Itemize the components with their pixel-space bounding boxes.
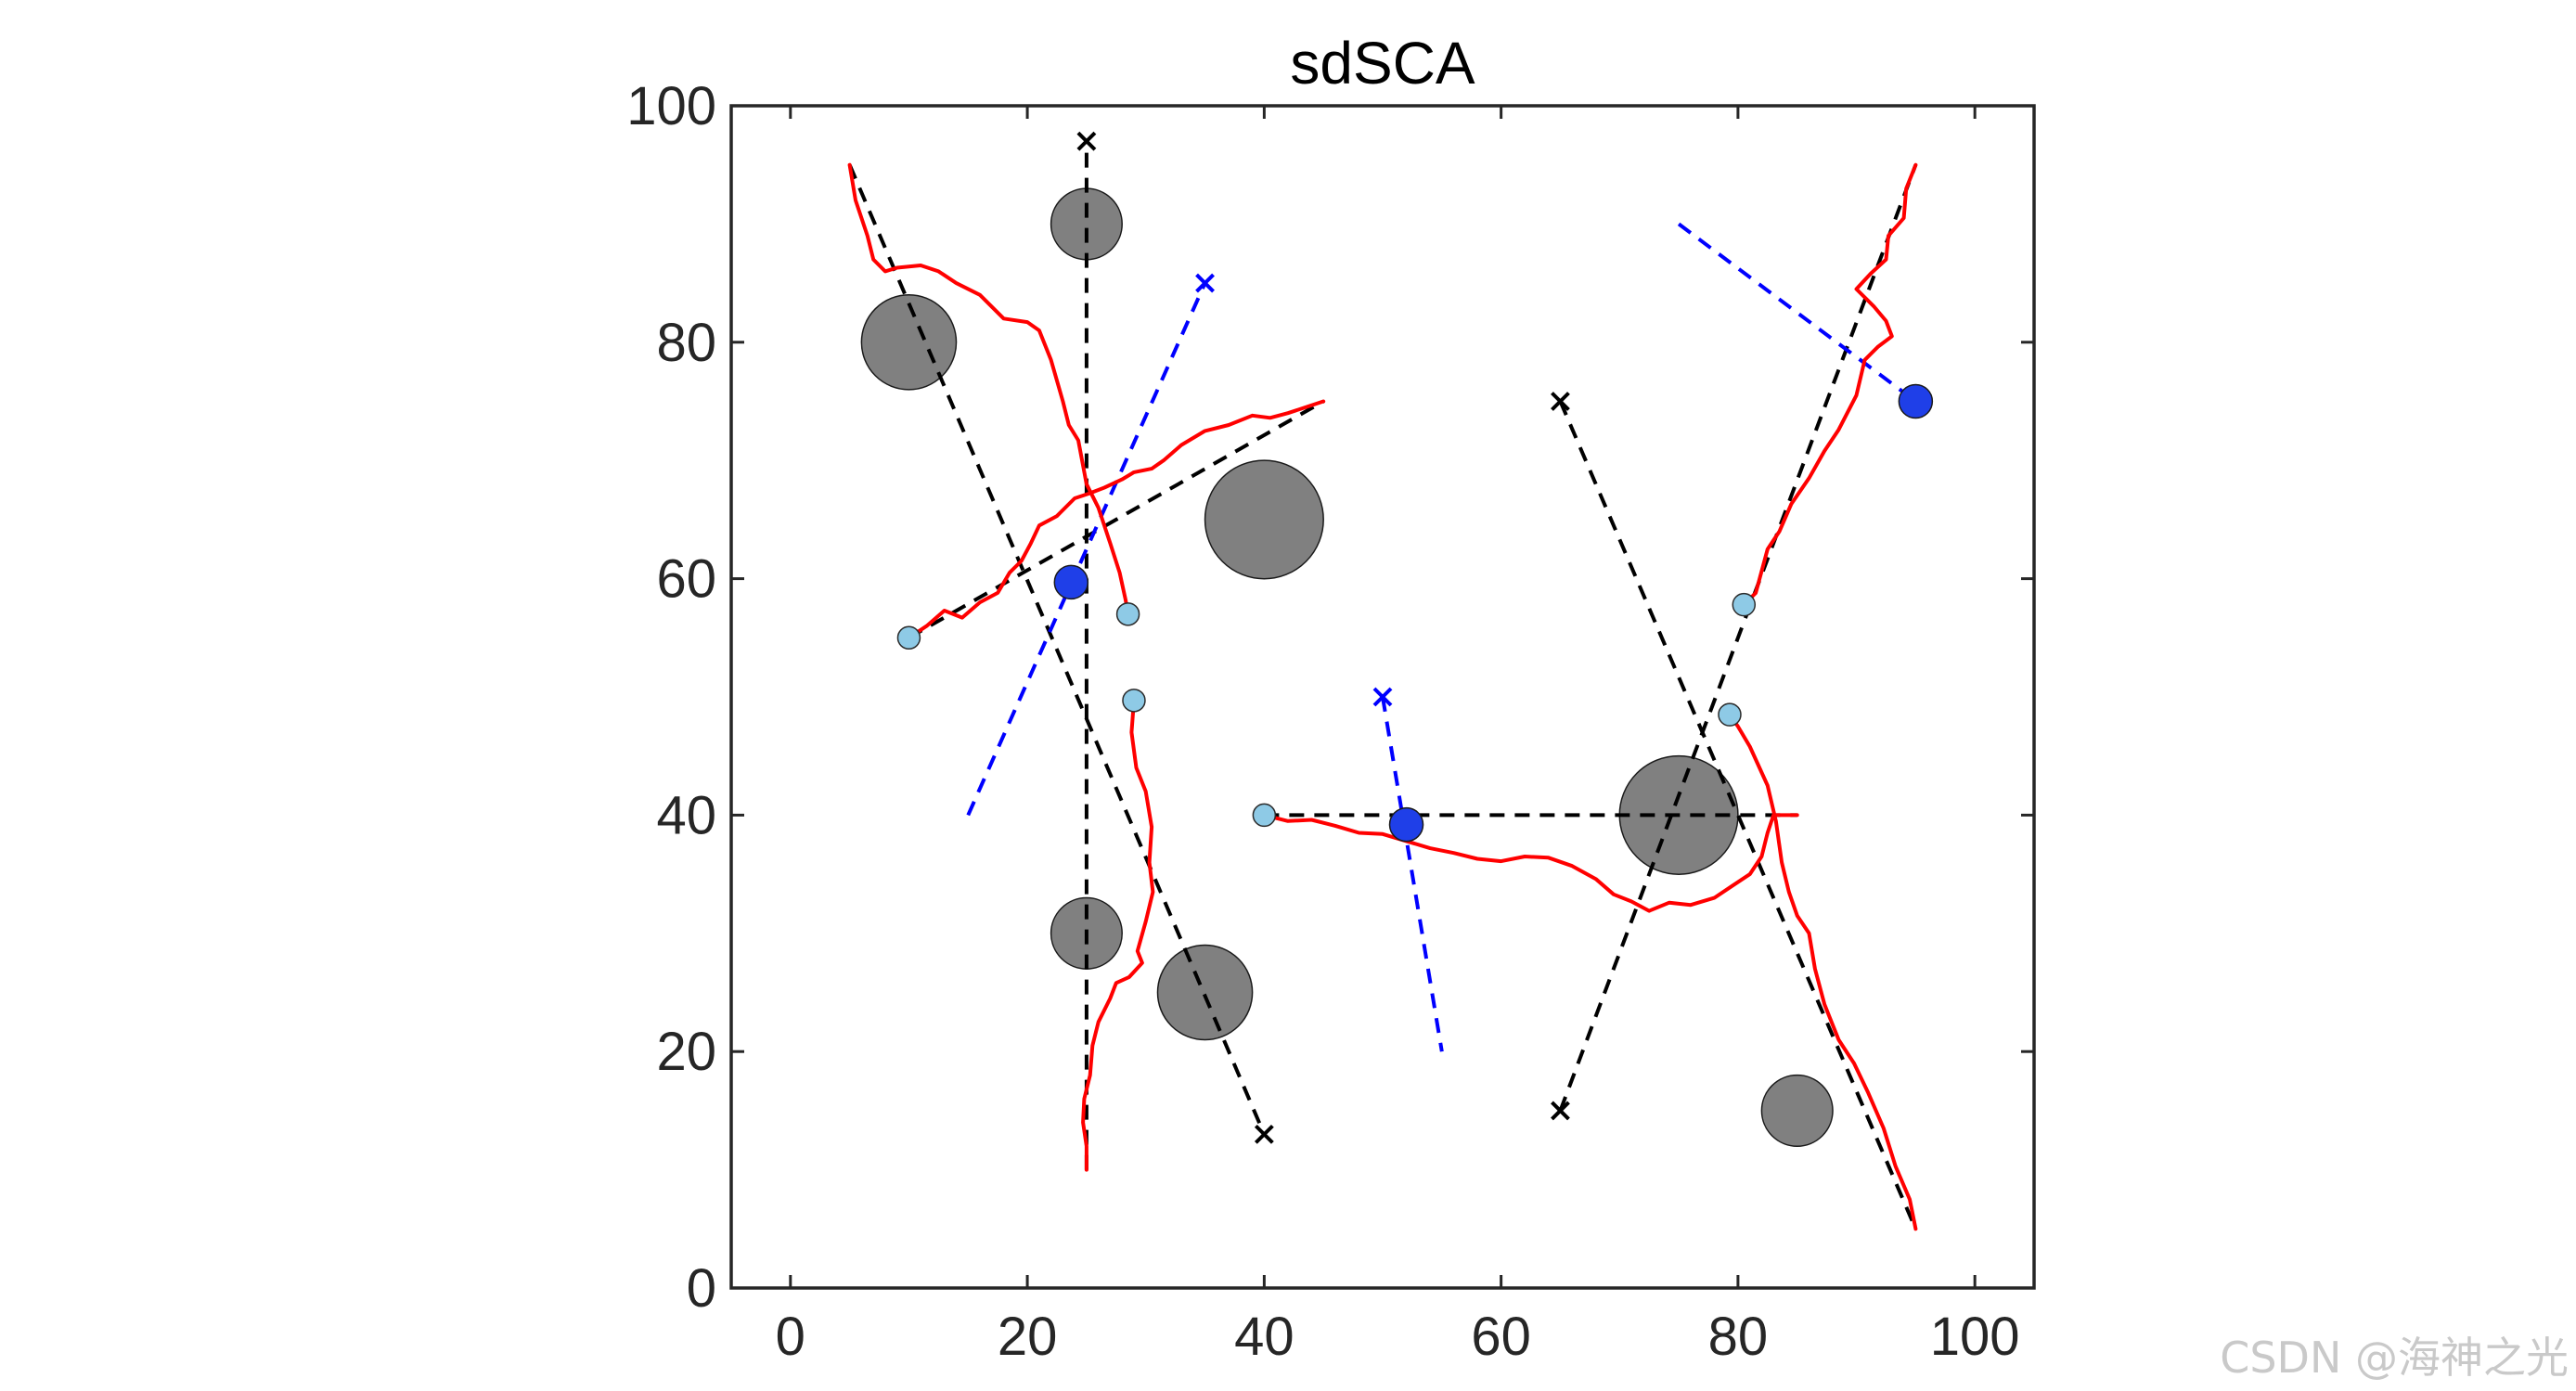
axes: 0 20 40 60 80 100 0 20 40 60 80 100 [626, 76, 2036, 1367]
goal-marker-black-1 [1254, 1124, 1274, 1144]
agent-point-1 [1115, 602, 1140, 626]
guide-line-black-0 [847, 163, 1267, 1136]
x-tick-label-4: 80 [1708, 1307, 1769, 1367]
obstacle-4 [1156, 944, 1254, 1041]
intruder-point-1 [1388, 806, 1424, 843]
goal-marker-blue-1-b [1372, 687, 1393, 707]
x-tick-label-5: 100 [1930, 1307, 2020, 1367]
guide-line-black-2 [908, 399, 1325, 640]
trajectory-5 [1728, 713, 1918, 1231]
chart-title: sdSCA [1290, 30, 1475, 97]
goal-marker-black-0 [1076, 131, 1097, 151]
x-tick-label-1: 20 [998, 1307, 1058, 1367]
goal-marker-black-3-b [1551, 1101, 1570, 1121]
y-tick-label-4: 80 [656, 313, 716, 373]
plot-area [731, 106, 2034, 1288]
goal-marker-black-3 [1551, 1101, 1570, 1121]
goal-marker-black-1-b [1254, 1124, 1274, 1144]
obstacle-1 [860, 293, 958, 391]
x-tick-label-0: 0 [776, 1307, 805, 1367]
obstacle-6 [1760, 1074, 1834, 1147]
y-tick-label-5: 100 [626, 76, 716, 136]
x-tick-label-3: 60 [1471, 1307, 1531, 1367]
agent-point-4 [1732, 592, 1757, 617]
agent-point-5 [1718, 702, 1742, 727]
watermark: CSDN @海神之光 [2220, 1333, 2569, 1383]
goal-marker-black-2-b [1551, 392, 1570, 411]
agent-point-3 [1252, 803, 1277, 828]
y-tick-label-1: 20 [656, 1022, 716, 1082]
trajectory-2 [1081, 698, 1155, 1172]
trajectory-1 [907, 399, 1326, 640]
y-tick-label-0: 0 [687, 1258, 716, 1319]
goal-marker-black-2 [1551, 392, 1570, 411]
trajectory-4 [1742, 162, 1918, 607]
trajectory-0 [847, 162, 1130, 616]
guide-line-blue-1 [1381, 696, 1444, 1052]
intruder-point-2 [1898, 383, 1934, 419]
y-tick-label-2: 40 [656, 785, 716, 845]
intruder-point-0 [1053, 564, 1089, 600]
obstacle-0 [1050, 187, 1123, 261]
goal-marker-blue-0 [1195, 273, 1215, 293]
guide-line-blue-0 [966, 282, 1207, 817]
guide-line-black-4 [1558, 163, 1918, 1112]
x-tick-label-2: 40 [1234, 1307, 1294, 1367]
obstacle-2 [1204, 459, 1324, 580]
goal-marker-blue-0-b [1195, 273, 1215, 293]
y-tick-label-3: 60 [656, 549, 716, 610]
axes-box [729, 104, 2036, 1290]
agent-point-0 [896, 625, 921, 650]
agent-point-2 [1122, 689, 1146, 713]
goal-marker-blue-1 [1372, 687, 1393, 707]
trajectory-3 [1262, 813, 1799, 913]
goal-marker-black-0-b [1076, 131, 1097, 151]
